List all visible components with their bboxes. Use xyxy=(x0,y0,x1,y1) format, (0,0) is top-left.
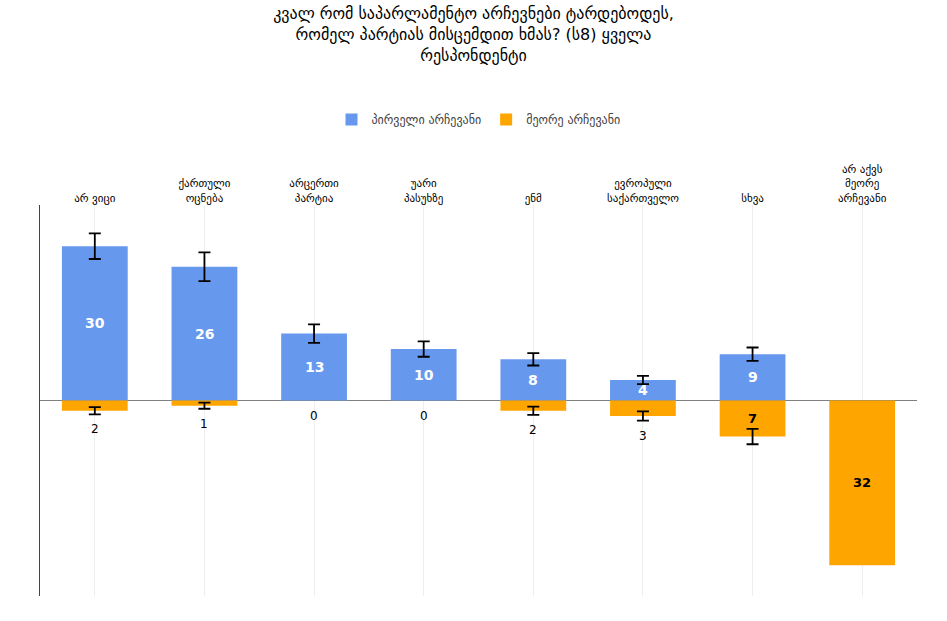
svg-text:0: 0 xyxy=(310,409,318,423)
svg-text:3: 3 xyxy=(639,429,647,443)
svg-text:10: 10 xyxy=(414,367,434,383)
svg-text:ენმ: ენმ xyxy=(525,192,542,205)
svg-text:სხვა: სხვა xyxy=(741,192,764,205)
svg-text:მეორე არჩევანი: მეორე არჩევანი xyxy=(526,113,620,127)
svg-text:უარიპასუხზე: უარიპასუხზე xyxy=(404,178,444,205)
svg-text:0: 0 xyxy=(420,409,428,423)
svg-text:30: 30 xyxy=(85,315,105,331)
svg-text:32: 32 xyxy=(853,475,871,490)
svg-text:არცერთიპარტია: არცერთიპარტია xyxy=(289,178,339,205)
svg-text:არ აქვსმეორეარჩევანი: არ აქვსმეორეარჩევანი xyxy=(838,163,887,205)
svg-text:7: 7 xyxy=(748,411,757,426)
svg-text:2: 2 xyxy=(91,422,99,436)
svg-text:კვალ რომ საპარლამენტო არჩევნებ: კვალ რომ საპარლამენტო არჩევნები ტარდებოდ… xyxy=(273,4,674,65)
svg-text:26: 26 xyxy=(195,326,214,342)
svg-text:2: 2 xyxy=(529,423,537,437)
svg-text:ქართულიოცნება: ქართულიოცნება xyxy=(178,178,230,205)
svg-text:პირველი არჩევანი: პირველი არჩევანი xyxy=(372,113,482,127)
svg-text:9: 9 xyxy=(748,369,758,385)
svg-text:არ ვიცი: არ ვიცი xyxy=(74,192,115,205)
svg-text:4: 4 xyxy=(638,382,648,398)
svg-text:13: 13 xyxy=(305,359,324,375)
svg-text:ევროპულისაქართველო: ევროპულისაქართველო xyxy=(607,178,679,205)
svg-text:1: 1 xyxy=(200,417,208,431)
svg-text:8: 8 xyxy=(528,372,538,388)
